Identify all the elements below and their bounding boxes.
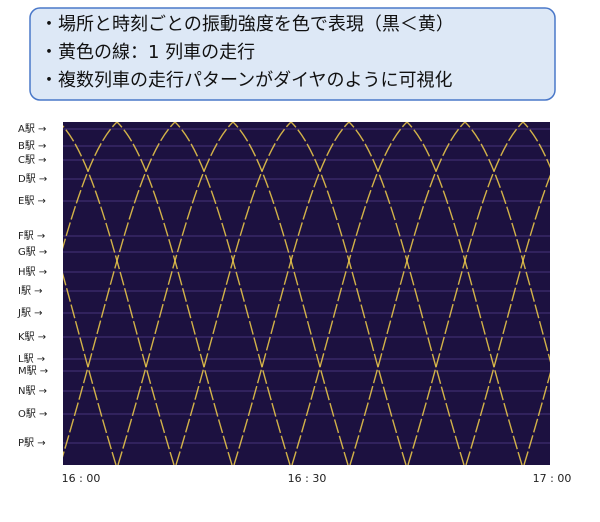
time-label: 16 : 00 [62, 472, 101, 485]
callout-line: ・場所と時刻ごとの振動強度を色で表現（黒＜黄） [40, 14, 454, 35]
station-label: L駅 → [18, 353, 45, 365]
station-label: H駅 → [18, 266, 47, 278]
station-label: D駅 → [18, 173, 47, 185]
time-label: 17 : 00 [533, 472, 572, 485]
station-label: K駅 → [18, 331, 46, 343]
station-label: I駅 → [18, 285, 43, 297]
time-label: 16 : 30 [288, 472, 327, 485]
station-label: O駅 → [18, 408, 47, 420]
callout-line: ・複数列車の走行パターンがダイヤのように可視化 [40, 70, 453, 91]
station-label: M駅 → [18, 365, 48, 377]
station-label: C駅 → [18, 154, 47, 166]
station-label: J駅 → [17, 307, 43, 319]
callout-line: ・黄色の線：1 列車の走行 [40, 42, 255, 63]
station-label: E駅 → [18, 195, 46, 207]
station-label: G駅 → [18, 246, 47, 258]
train-lines [63, 122, 600, 465]
station-label: N駅 → [18, 385, 47, 397]
callout-box [29, 7, 556, 101]
station-label: A駅 → [18, 123, 46, 135]
train-line [582, 122, 600, 465]
station-label: B駅 → [18, 140, 46, 152]
station-label: F駅 → [18, 230, 45, 242]
station-label: P駅 → [18, 437, 46, 449]
